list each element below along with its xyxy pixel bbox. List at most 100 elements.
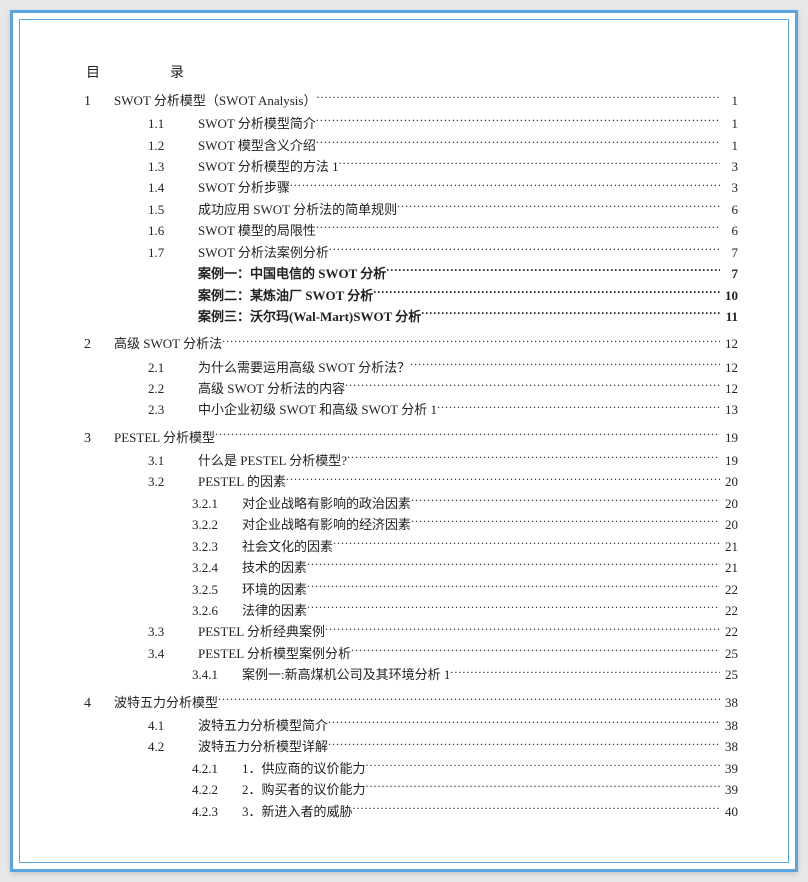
toc-leader-dots: [410, 360, 720, 372]
toc-entry-number: 4.2.3: [192, 801, 242, 822]
toc-entry-page: 19: [720, 450, 738, 471]
toc-entry-label: PESTEL 分析模型案例分析: [198, 643, 351, 664]
toc-leader-dots: [353, 804, 720, 816]
toc-entry-page: 39: [720, 779, 738, 800]
toc-leader-dots: [373, 288, 720, 300]
toc-entry-label: 什么是 PESTEL 分析模型?: [198, 450, 347, 471]
toc-entry: 1.7SWOT 分析法案例分析7: [84, 242, 738, 263]
toc-entry: 3.2.2对企业战略有影响的经济因素20: [84, 514, 738, 535]
toc-entry: 3.2.3社会文化的因素21: [84, 536, 738, 557]
toc-leader-dots: [218, 695, 720, 707]
toc-entry-page: 22: [720, 621, 738, 642]
toc-entry-number: 1.1: [148, 113, 198, 134]
toc-entry: 案例三：沃尔玛(Wal-Mart)SWOT 分析 11: [84, 306, 738, 327]
toc-entry-page: 25: [720, 664, 738, 685]
toc-entry-label: 案例一:新高煤机公司及其环境分析 1: [242, 664, 450, 685]
toc-entry: 1.2SWOT 模型含义介绍 1: [84, 135, 738, 156]
toc-entry-page: 6: [720, 199, 738, 220]
toc-leader-dots: [450, 667, 720, 679]
toc-leader-dots: [215, 430, 720, 442]
toc-entry-label: 案例一：中国电信的 SWOT 分析: [198, 263, 386, 284]
toc-entry-number: 3.2.3: [192, 536, 242, 557]
toc-entry: 2.3中小企业初级 SWOT 和高级 SWOT 分析 113: [84, 399, 738, 420]
toc-entry: 2.1为什么需要运用高级 SWOT 分析法？12: [84, 357, 738, 378]
toc-leader-dots: [328, 739, 720, 751]
toc-entry-page: 12: [720, 378, 738, 399]
toc-entry-number: 3.1: [148, 450, 198, 471]
toc-entry-number: 1.7: [148, 242, 198, 263]
toc-entry: 3.2.4技术的因素21: [84, 557, 738, 578]
toc-entry-page: 12: [720, 357, 738, 378]
toc-leader-dots: [333, 539, 720, 551]
toc-leader-dots: [411, 496, 720, 508]
toc-entry-page: 11: [720, 306, 738, 327]
toc-entry-page: 6: [720, 220, 738, 241]
page-outer-frame: 目 录 1SWOT 分析模型（SWOT Analysis）11.1SWOT 分析…: [10, 10, 798, 872]
toc-entry-page: 38: [720, 692, 738, 713]
toc-entry-label: 3．新进入者的威胁: [242, 801, 353, 822]
toc-leader-dots: [345, 381, 720, 393]
toc-entry: 4波特五力分析模型 38: [84, 692, 738, 715]
toc-leader-dots: [307, 560, 720, 572]
toc-leader-dots: [222, 336, 720, 348]
toc-entry-number: 3.2.6: [192, 600, 242, 621]
toc-leader-dots: [328, 718, 720, 730]
toc-entry: 3.4PESTEL 分析模型案例分析 25: [84, 643, 738, 664]
toc-entry-page: 12: [720, 333, 738, 354]
toc-leader-dots: [347, 453, 720, 465]
toc-entry-number: 4: [84, 692, 114, 715]
toc-entry-label: 2．购买者的议价能力: [242, 779, 366, 800]
toc-entry-page: 20: [720, 471, 738, 492]
toc-entry-label: 波特五力分析模型简介: [198, 715, 328, 736]
toc-entry-number: 3.2.4: [192, 557, 242, 578]
toc-entry-page: 1: [720, 135, 738, 156]
toc-entry-label: SWOT 分析步骤: [198, 177, 290, 198]
toc-entry-page: 25: [720, 643, 738, 664]
toc-leader-dots: [290, 180, 720, 192]
toc-entry: 4.2.11．供应商的议价能力39: [84, 758, 738, 779]
toc-entry-label: SWOT 模型含义介绍: [198, 135, 316, 156]
toc-entry-label: 社会文化的因素: [242, 536, 333, 557]
toc-entry-number: 1.5: [148, 199, 198, 220]
toc-leader-dots: [307, 582, 720, 594]
toc-entry-number: 3.4.1: [192, 664, 242, 685]
toc-entry: 2.2高级 SWOT 分析法的内容12: [84, 378, 738, 399]
toc-entry-label: 案例三：沃尔玛(Wal-Mart)SWOT 分析: [198, 306, 421, 327]
toc-entry-number: 3.2.1: [192, 493, 242, 514]
toc-entry-page: 38: [720, 736, 738, 757]
toc-header-right: 录: [170, 62, 184, 82]
toc-entry-label: PESTEL 分析模型: [114, 427, 215, 448]
toc-entry-number: 3.2.5: [192, 579, 242, 600]
toc-leader-dots: [366, 761, 720, 773]
toc-entry-label: 波特五力分析模型: [114, 692, 218, 713]
toc-entry-label: 高级 SWOT 分析法: [114, 333, 222, 354]
toc-entry: 1.3SWOT 分析模型的方法 13: [84, 156, 738, 177]
toc-leader-dots: [316, 116, 720, 128]
toc-entry: 4.2波特五力分析模型详解38: [84, 736, 738, 757]
toc-entry-label: 波特五力分析模型详解: [198, 736, 328, 757]
toc-entry-label: 环境的因素: [242, 579, 307, 600]
toc-entry: 2高级 SWOT 分析法12: [84, 333, 738, 356]
toc-entry-number: 1.2: [148, 135, 198, 156]
toc-entry-number: 3.3: [148, 621, 198, 642]
toc-leader-dots: [386, 266, 720, 278]
toc-leader-dots: [316, 138, 720, 150]
toc-entry-number: 3.4: [148, 643, 198, 664]
toc-entry-number: 1.4: [148, 177, 198, 198]
toc-entry-page: 10: [720, 285, 738, 306]
toc-entry: 1.4SWOT 分析步骤 3: [84, 177, 738, 198]
toc-entry-label: 法律的因素: [242, 600, 307, 621]
toc-entry: 1SWOT 分析模型（SWOT Analysis）1: [84, 90, 738, 113]
toc-entry: 4.2.33．新进入者的威胁40: [84, 801, 738, 822]
toc-entry-page: 20: [720, 514, 738, 535]
toc-entry-page: 20: [720, 493, 738, 514]
toc-leader-dots: [325, 624, 720, 636]
toc-leader-dots: [329, 245, 720, 257]
toc-entry-number: 1.3: [148, 156, 198, 177]
toc-entry-label: SWOT 分析模型的方法 1: [198, 156, 339, 177]
toc-entry-page: 39: [720, 758, 738, 779]
toc-entry-page: 3: [720, 177, 738, 198]
toc-entry-number: 3: [84, 427, 114, 450]
toc-entry-number: 4.1: [148, 715, 198, 736]
toc-entry-number: 2.3: [148, 399, 198, 420]
